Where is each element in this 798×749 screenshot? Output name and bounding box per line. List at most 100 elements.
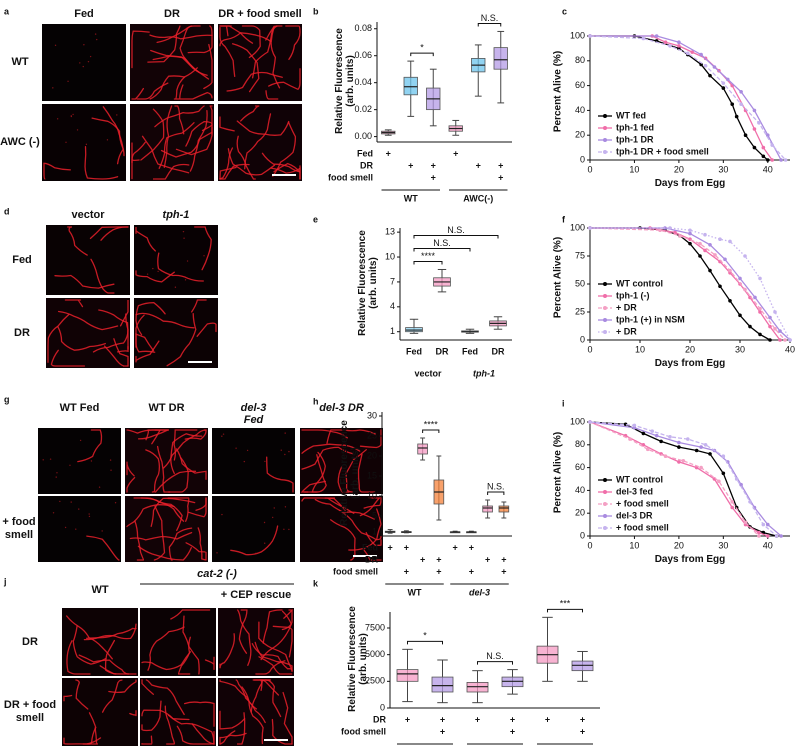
- worm: [47, 313, 70, 363]
- x-tick-label: 30: [718, 164, 728, 174]
- survival-point: [765, 534, 770, 538]
- survival-point: [677, 46, 681, 51]
- micrograph-glow: [140, 608, 216, 676]
- y-tick-label: 13: [385, 227, 395, 237]
- survival-point: [730, 505, 735, 510]
- survival-point: [645, 447, 650, 452]
- y-tick-label: 10: [367, 490, 377, 500]
- survival-point: [743, 133, 748, 137]
- y-tick-label: 0.04: [354, 77, 372, 87]
- worm: [145, 429, 170, 441]
- worm: [244, 113, 272, 170]
- survival-point: [681, 458, 686, 463]
- worm: [359, 497, 381, 517]
- survival-point: [694, 448, 699, 453]
- worm: [126, 476, 136, 493]
- worm: [219, 730, 236, 745]
- worm: [187, 25, 213, 54]
- y-tick-label: 15: [367, 470, 377, 480]
- survival-point: [734, 477, 739, 481]
- worm: [179, 84, 213, 100]
- worm: [101, 679, 123, 713]
- worm: [201, 105, 213, 132]
- survival-point: [677, 440, 681, 445]
- survival-point: [765, 522, 770, 527]
- worm: [131, 142, 140, 164]
- significance-bracket: [413, 260, 443, 265]
- micrograph: [46, 225, 130, 295]
- significance-bracket: [477, 661, 513, 665]
- y-axis-label: Percent Alive (%): [552, 236, 564, 319]
- worm: [135, 340, 160, 363]
- survival-point: [770, 143, 775, 147]
- survival-line: [590, 35, 769, 161]
- worm: [301, 429, 348, 439]
- worm: [84, 146, 119, 180]
- micrograph: [140, 608, 216, 676]
- survival-point: [743, 254, 747, 258]
- survival-point: [588, 34, 592, 38]
- speck: [288, 528, 290, 531]
- worm: [219, 116, 235, 132]
- worm: [147, 626, 185, 671]
- micrograph: [134, 298, 218, 368]
- y-tick-label: 100: [570, 416, 585, 426]
- worm: [359, 429, 382, 449]
- speck: [70, 501, 72, 503]
- speck: [98, 486, 101, 488]
- worm: [167, 714, 215, 745]
- survival-point: [768, 338, 772, 342]
- micrograph: [212, 428, 295, 494]
- box: [482, 505, 493, 513]
- condition-mark: +: [440, 726, 445, 736]
- row-label: DR: [22, 635, 38, 648]
- significance-label: ****: [424, 419, 439, 429]
- worm: [173, 429, 198, 461]
- panel-label: h: [313, 396, 319, 406]
- survival-point: [761, 154, 766, 159]
- condition-label: DR: [365, 554, 378, 564]
- worm: [183, 701, 215, 727]
- group-label: del-3: [469, 587, 490, 597]
- survival-point: [748, 500, 752, 504]
- worm: [194, 226, 212, 271]
- worm: [219, 163, 250, 180]
- survival-point: [758, 276, 762, 281]
- condition-label: DR: [360, 160, 373, 170]
- speck: [49, 458, 52, 460]
- worm: [135, 270, 175, 283]
- worm: [365, 531, 382, 546]
- survival-point: [685, 51, 690, 56]
- survival-point: [688, 241, 692, 246]
- micrograph-glow: [300, 428, 383, 494]
- survival-point: [783, 158, 788, 162]
- survival-point: [718, 237, 722, 241]
- worm: [156, 25, 201, 44]
- legend-label: WT fed: [616, 110, 646, 120]
- survival-point: [588, 420, 592, 424]
- row-label: AWC (-): [0, 136, 40, 148]
- condition-label: food smell: [328, 172, 373, 182]
- survival-point: [768, 324, 772, 329]
- survival-point: [688, 228, 692, 233]
- speck: [207, 234, 210, 237]
- survival-line: [589, 421, 760, 537]
- survival-point: [588, 226, 592, 230]
- significance-label: *: [420, 42, 424, 52]
- worm: [126, 504, 175, 528]
- significance-label: *: [423, 631, 427, 641]
- survival-point: [708, 268, 712, 273]
- worm: [140, 108, 165, 161]
- condition-mark: +: [431, 172, 436, 182]
- legend-marker: [603, 330, 607, 334]
- worm: [301, 497, 346, 511]
- survival-point: [703, 63, 708, 68]
- survival-point: [718, 284, 722, 289]
- worm: [137, 545, 192, 561]
- y-tick-label: 40: [575, 105, 585, 115]
- worm: [157, 252, 204, 282]
- box: [403, 76, 418, 96]
- survival-point: [677, 445, 681, 449]
- significance-bracket: [410, 52, 434, 57]
